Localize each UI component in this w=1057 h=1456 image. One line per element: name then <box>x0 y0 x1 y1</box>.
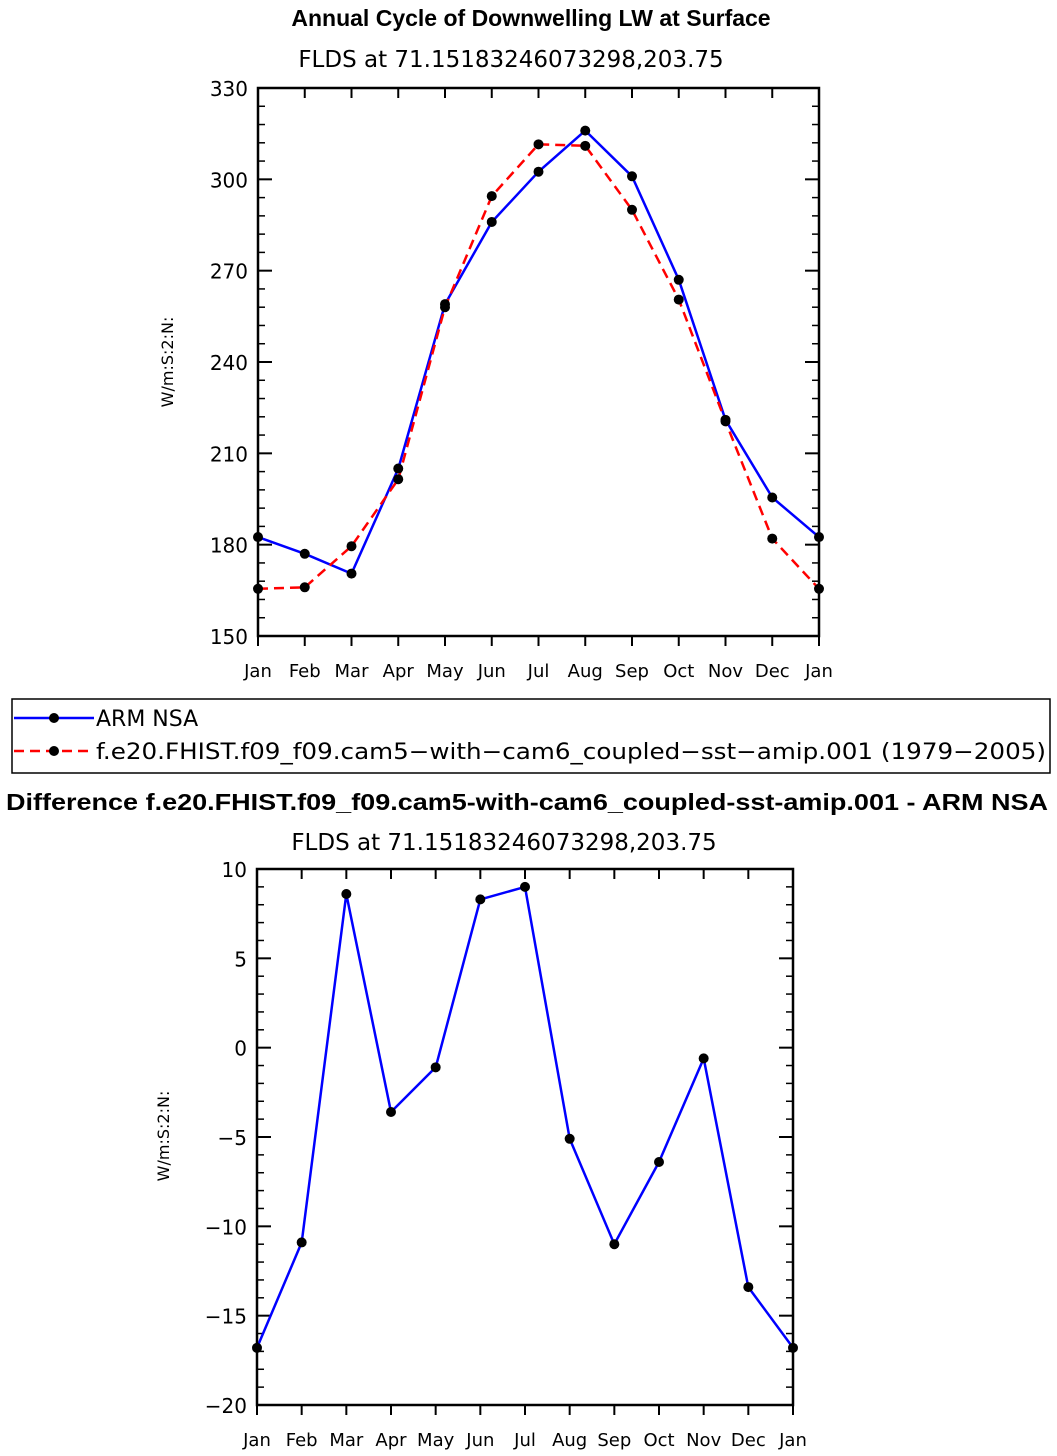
data-point-series-1 <box>720 416 731 427</box>
x-tick-label: Nov <box>708 661 743 682</box>
y-tick-label: 300 <box>210 168 248 192</box>
data-point-series-1 <box>346 541 357 552</box>
chart1-series <box>253 125 824 594</box>
y-tick-label: 150 <box>210 625 248 649</box>
data-point-series-0 <box>299 548 310 559</box>
data-point-series-1 <box>393 474 404 485</box>
y-tick-label: 5 <box>234 947 247 971</box>
data-point-series-0 <box>520 881 530 892</box>
data-point-series-0 <box>743 1282 754 1293</box>
data-point-series-1 <box>533 139 544 150</box>
x-tick-label: Aug <box>568 661 603 682</box>
x-tick-label: Apr <box>375 1430 407 1451</box>
x-tick-label: Oct <box>643 1430 674 1451</box>
x-tick-label: Mar <box>335 661 370 682</box>
y-tick-label: −15 <box>205 1305 247 1329</box>
y-tick-label: 330 <box>210 77 248 101</box>
x-tick-label: Mar <box>329 1430 364 1451</box>
data-point-series-0 <box>346 568 357 579</box>
chart2-x-tick-labels: Jan Feb Mar Apr May Jun Jul Aug Sep Oct Nov Dec Jan <box>242 1430 807 1451</box>
x-tick-label: Jan <box>804 661 833 682</box>
data-point-series-0 <box>533 166 544 177</box>
data-point-series-0 <box>673 274 684 285</box>
y-tick-label: 210 <box>210 442 248 466</box>
data-point-series-1 <box>767 533 778 544</box>
x-tick-label: Dec <box>755 661 790 682</box>
x-tick-label: Dec <box>731 1430 766 1451</box>
y-tick-label: 240 <box>210 351 248 375</box>
data-point-series-1 <box>627 204 637 215</box>
x-tick-label: Sep <box>597 1430 631 1451</box>
data-point-series-0 <box>296 1237 307 1248</box>
legend-label-arm: ARM NSA <box>96 707 198 732</box>
series-line-0 <box>255 885 795 1349</box>
data-point-series-1 <box>440 302 450 313</box>
legend-box <box>11 698 1051 774</box>
x-tick-label: Jan <box>778 1430 807 1451</box>
y-tick-label: 180 <box>210 534 248 558</box>
x-tick-label: Jul <box>513 1430 536 1451</box>
chart2-y-tick-labels: −20 −15 −10 −5 0 5 10 <box>205 858 247 1418</box>
data-point-series-0 <box>767 492 778 503</box>
data-point-series-0 <box>486 216 497 227</box>
x-tick-label: Jan <box>242 1430 271 1451</box>
chart1-x-tick-labels: Jan Feb Mar Apr May Jun Jul Aug Sep Oct Nov Dec Jan <box>243 661 833 682</box>
chart2-subtitle: FLDS at 71.15183246073298,203.75 <box>291 830 716 856</box>
y-tick-label: −20 <box>205 1394 247 1418</box>
data-point-series-0 <box>654 1157 664 1168</box>
legend-label-model: f.e20.FHIST.f09_f09.cam5−with−cam6_coupl… <box>96 740 1046 765</box>
series-line-0 <box>257 129 820 575</box>
data-point-series-0 <box>580 125 591 136</box>
chart1-title: Annual Cycle of Downwelling LW at Surfac… <box>291 5 770 31</box>
legend-marker-model <box>49 746 59 756</box>
chart1-frame <box>256 86 821 638</box>
x-tick-label: May <box>426 661 464 682</box>
chart1-ylabel: W/m:S:2:N: <box>158 317 177 408</box>
y-tick-label: −5 <box>218 1126 247 1150</box>
x-tick-label: Apr <box>383 661 415 682</box>
x-tick-label: Jan <box>243 661 272 682</box>
series-line-1 <box>257 143 820 591</box>
data-point-series-1 <box>486 191 497 202</box>
x-tick-label: Feb <box>289 661 321 682</box>
y-tick-label: −10 <box>205 1215 247 1239</box>
data-point-series-0 <box>627 171 637 182</box>
x-tick-label: Sep <box>615 661 649 682</box>
data-point-series-0 <box>475 894 486 905</box>
x-tick-label: Oct <box>663 661 694 682</box>
data-point-series-0 <box>341 889 352 900</box>
chart2-title: Difference f.e20.FHIST.f09_f09.cam5-with… <box>6 789 1048 815</box>
chart2-axes <box>256 868 794 1415</box>
data-point-series-1 <box>673 294 684 305</box>
data-point-series-0 <box>393 463 404 474</box>
data-point-series-0 <box>430 1062 441 1073</box>
x-tick-label: Jul <box>527 661 550 682</box>
chart2-series <box>252 881 798 1353</box>
x-tick-label: Nov <box>686 1430 721 1451</box>
data-point-series-1 <box>580 140 591 151</box>
data-point-series-0 <box>564 1133 575 1144</box>
x-tick-label: Jun <box>477 661 506 682</box>
chart2-frame <box>255 867 795 1407</box>
x-tick-label: Feb <box>286 1430 318 1451</box>
x-tick-label: Jun <box>465 1430 494 1451</box>
chart2-ylabel: W/m:S:2:N: <box>154 1091 173 1182</box>
data-point-series-0 <box>609 1239 620 1250</box>
x-tick-label: May <box>417 1430 455 1451</box>
data-point-series-1 <box>299 582 310 593</box>
y-tick-label: 0 <box>234 1037 247 1061</box>
chart1-y-tick-labels: 150 180 210 240 270 300 330 <box>210 77 248 649</box>
x-tick-label: Aug <box>552 1430 587 1451</box>
y-tick-label: 270 <box>210 260 248 284</box>
y-tick-label: 10 <box>222 858 247 882</box>
chart1-subtitle: FLDS at 71.15183246073298,203.75 <box>298 47 723 73</box>
data-point-series-0 <box>386 1106 396 1117</box>
legend-marker-arm <box>49 713 59 723</box>
data-point-series-0 <box>698 1053 709 1064</box>
